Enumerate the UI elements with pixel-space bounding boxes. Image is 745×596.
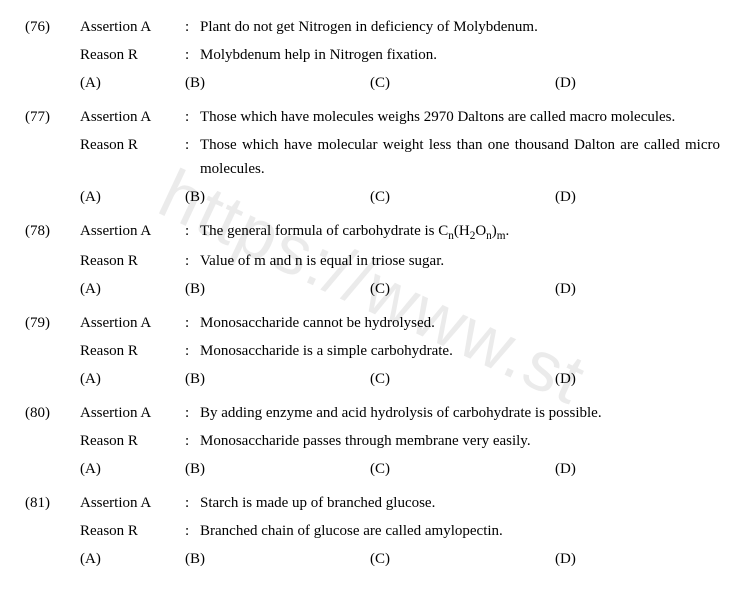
option-b[interactable]: (B) xyxy=(185,71,370,95)
option-d[interactable]: (D) xyxy=(555,277,720,301)
question-block: (77)Assertion A:Those which have molecul… xyxy=(25,105,720,209)
option-b[interactable]: (B) xyxy=(185,367,370,391)
assertion-row: (77)Assertion A:Those which have molecul… xyxy=(25,105,720,129)
assertion-text: By adding enzyme and acid hydrolysis of … xyxy=(200,401,720,425)
assertion-text: The general formula of carbohydrate is C… xyxy=(200,219,720,245)
question-block: (80)Assertion A:By adding enzyme and aci… xyxy=(25,401,720,481)
colon: : xyxy=(185,491,200,515)
option-c[interactable]: (C) xyxy=(370,71,555,95)
assertion-label: Assertion A xyxy=(80,491,185,515)
option-a[interactable]: (A) xyxy=(25,185,185,209)
reason-row: Reason R:Monosaccharide is a simple carb… xyxy=(25,339,720,363)
questions-container: (76)Assertion A:Plant do not get Nitroge… xyxy=(25,15,720,571)
question-number: (80) xyxy=(25,401,80,425)
option-b[interactable]: (B) xyxy=(185,547,370,571)
colon: : xyxy=(185,43,200,67)
assertion-text: Starch is made up of branched glucose. xyxy=(200,491,720,515)
reason-row: Reason R:Those which have molecular weig… xyxy=(25,133,720,181)
reason-text: Branched chain of glucose are called amy… xyxy=(200,519,720,543)
assertion-label: Assertion A xyxy=(80,105,185,129)
colon: : xyxy=(185,15,200,39)
colon: : xyxy=(185,311,200,335)
options-row: (A)(B)(C)(D) xyxy=(25,277,720,301)
option-d[interactable]: (D) xyxy=(555,547,720,571)
question-number: (78) xyxy=(25,219,80,243)
option-a[interactable]: (A) xyxy=(25,367,185,391)
option-d[interactable]: (D) xyxy=(555,71,720,95)
reason-label: Reason R xyxy=(80,519,185,543)
option-d[interactable]: (D) xyxy=(555,457,720,481)
assertion-row: (80)Assertion A:By adding enzyme and aci… xyxy=(25,401,720,425)
assertion-label: Assertion A xyxy=(80,401,185,425)
assertion-row: (79)Assertion A:Monosaccharide cannot be… xyxy=(25,311,720,335)
reason-row: Reason R:Monosaccharide passes through m… xyxy=(25,429,720,453)
assertion-label: Assertion A xyxy=(80,15,185,39)
reason-label: Reason R xyxy=(80,429,185,453)
reason-label: Reason R xyxy=(80,133,185,157)
question-number: (76) xyxy=(25,15,80,39)
reason-row: Reason R:Molybdenum help in Nitrogen fix… xyxy=(25,43,720,67)
reason-text: Monosaccharide passes through membrane v… xyxy=(200,429,720,453)
question-block: (76)Assertion A:Plant do not get Nitroge… xyxy=(25,15,720,95)
reason-label: Reason R xyxy=(80,339,185,363)
option-d[interactable]: (D) xyxy=(555,185,720,209)
reason-text: Monosaccharide is a simple carbohydrate. xyxy=(200,339,720,363)
option-c[interactable]: (C) xyxy=(370,185,555,209)
colon: : xyxy=(185,249,200,273)
assertion-label: Assertion A xyxy=(80,219,185,243)
reason-text: Those which have molecular weight less t… xyxy=(200,133,720,181)
reason-row: Reason R:Value of m and n is equal in tr… xyxy=(25,249,720,273)
question-block: (81)Assertion A:Starch is made up of bra… xyxy=(25,491,720,571)
question-number: (79) xyxy=(25,311,80,335)
reason-text: Value of m and n is equal in triose suga… xyxy=(200,249,720,273)
option-b[interactable]: (B) xyxy=(185,457,370,481)
colon: : xyxy=(185,401,200,425)
assertion-row: (76)Assertion A:Plant do not get Nitroge… xyxy=(25,15,720,39)
options-row: (A)(B)(C)(D) xyxy=(25,547,720,571)
assertion-text: Monosaccharide cannot be hydrolysed. xyxy=(200,311,720,335)
colon: : xyxy=(185,339,200,363)
option-c[interactable]: (C) xyxy=(370,367,555,391)
question-block: (78)Assertion A:The general formula of c… xyxy=(25,219,720,301)
colon: : xyxy=(185,219,200,243)
reason-text: Molybdenum help in Nitrogen fixation. xyxy=(200,43,720,67)
option-b[interactable]: (B) xyxy=(185,185,370,209)
question-number: (81) xyxy=(25,491,80,515)
option-c[interactable]: (C) xyxy=(370,277,555,301)
assertion-row: (78)Assertion A:The general formula of c… xyxy=(25,219,720,245)
option-a[interactable]: (A) xyxy=(25,71,185,95)
assertion-text: Plant do not get Nitrogen in deficiency … xyxy=(200,15,720,39)
assertion-label: Assertion A xyxy=(80,311,185,335)
options-row: (A)(B)(C)(D) xyxy=(25,71,720,95)
reason-row: Reason R:Branched chain of glucose are c… xyxy=(25,519,720,543)
option-c[interactable]: (C) xyxy=(370,547,555,571)
option-a[interactable]: (A) xyxy=(25,547,185,571)
question-number: (77) xyxy=(25,105,80,129)
option-a[interactable]: (A) xyxy=(25,457,185,481)
question-block: (79)Assertion A:Monosaccharide cannot be… xyxy=(25,311,720,391)
options-row: (A)(B)(C)(D) xyxy=(25,457,720,481)
assertion-row: (81)Assertion A:Starch is made up of bra… xyxy=(25,491,720,515)
colon: : xyxy=(185,133,200,157)
reason-label: Reason R xyxy=(80,249,185,273)
option-b[interactable]: (B) xyxy=(185,277,370,301)
colon: : xyxy=(185,105,200,129)
colon: : xyxy=(185,429,200,453)
option-d[interactable]: (D) xyxy=(555,367,720,391)
option-c[interactable]: (C) xyxy=(370,457,555,481)
colon: : xyxy=(185,519,200,543)
reason-label: Reason R xyxy=(80,43,185,67)
options-row: (A)(B)(C)(D) xyxy=(25,367,720,391)
assertion-text: Those which have molecules weighs 2970 D… xyxy=(200,105,720,129)
options-row: (A)(B)(C)(D) xyxy=(25,185,720,209)
option-a[interactable]: (A) xyxy=(25,277,185,301)
